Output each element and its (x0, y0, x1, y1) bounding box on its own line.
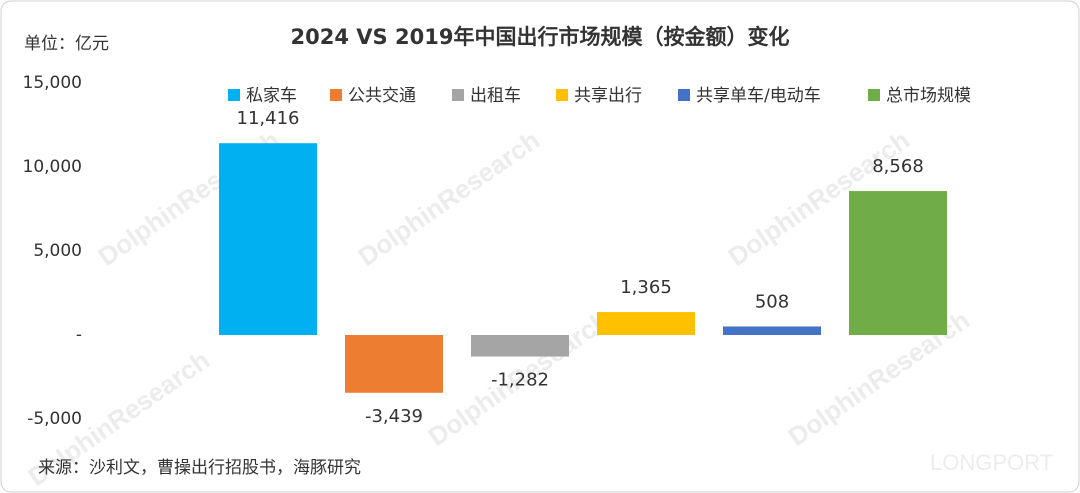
value-label: 11,416 (237, 108, 300, 129)
watermark: LONGPORT (930, 450, 1053, 475)
legend-label: 公共交通 (348, 86, 416, 106)
legend-swatch (868, 89, 880, 101)
bar (219, 143, 317, 335)
legend-label: 私家车 (246, 86, 297, 106)
y-tick-label: 10,000 (23, 157, 82, 177)
legend-swatch (556, 89, 568, 101)
bar (849, 191, 947, 335)
bar (471, 335, 569, 357)
value-label: -3,439 (365, 406, 423, 427)
value-label: -1,282 (491, 370, 549, 391)
legend-label: 共享出行 (574, 86, 642, 106)
value-label: 1,365 (620, 277, 672, 298)
value-label: 8,568 (872, 156, 924, 177)
legend-label: 共享单车/电动车 (696, 86, 821, 106)
legend-label: 出租车 (470, 86, 521, 106)
legend-label: 总市场规模 (886, 86, 971, 106)
chart-title: 2024 VS 2019年中国出行市场规模（按金额）变化 (291, 25, 790, 49)
y-tick-label: -5,000 (27, 409, 82, 429)
legend-swatch (678, 89, 690, 101)
value-label: 508 (755, 291, 789, 312)
bar (723, 326, 821, 335)
legend-swatch (330, 89, 342, 101)
y-tick-label: 15,000 (23, 73, 82, 93)
y-tick-label: - (76, 325, 82, 345)
source: 来源：沙利文，曹操出行招股书，海豚研究 (38, 458, 361, 478)
legend-swatch (228, 89, 240, 101)
unit-label: 单位：亿元 (24, 34, 109, 54)
bar (345, 335, 443, 393)
bar (597, 312, 695, 335)
legend-swatch (452, 89, 464, 101)
y-tick-label: 5,000 (33, 241, 82, 261)
